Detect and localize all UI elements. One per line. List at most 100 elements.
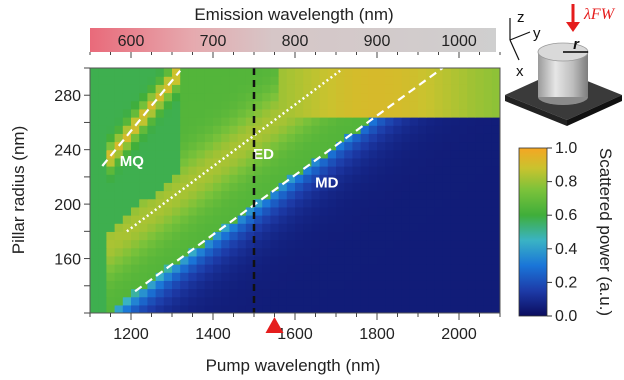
heatmap-cell-4-10: [172, 272, 181, 281]
heatmap-cell-16-45: [459, 174, 468, 183]
heatmap-cell-11-9: [163, 215, 173, 224]
heatmap-cell-24-7: [147, 108, 157, 118]
heatmap-cell-4-3: [114, 272, 124, 281]
heatmap-cell-15-3: [114, 182, 124, 192]
heatmap-cell-20-5: [131, 141, 140, 151]
heatmap-cell-26-2: [106, 92, 116, 102]
heatmap-cell-17-47: [475, 166, 485, 175]
heatmap-cell-9-11: [180, 231, 189, 241]
heatmap-cell-23-23: [278, 117, 288, 126]
heatmap-cell-20-22: [270, 141, 280, 151]
heatmap-cell-26-5: [131, 92, 140, 102]
heatmap-cell-2-45: [459, 288, 468, 298]
heatmap-cell-8-12: [188, 239, 198, 249]
heatmap-cell-27-16: [221, 84, 230, 94]
heatmap-cell-25-16: [221, 100, 230, 110]
colorbar-label: Scattered power (a.u.): [596, 148, 615, 316]
heatmap-cell-16-24: [286, 174, 296, 183]
heatmap-cell-6-28: [319, 255, 329, 265]
heatmap-cell-0-4: [122, 304, 132, 313]
heatmap-cell-28-36: [385, 76, 394, 85]
heatmap-cell-2-44: [450, 288, 460, 298]
heatmap-cell-5-1: [98, 264, 107, 273]
heatmap-cell-11-26: [303, 215, 312, 224]
heatmap-cell-14-0: [90, 190, 99, 200]
heatmap-cell-3-17: [229, 280, 239, 290]
heatmap-cell-15-19: [245, 182, 255, 192]
heatmap-cell-19-48: [483, 149, 493, 159]
heatmap-cell-15-23: [278, 182, 288, 192]
heatmap-cell-6-3: [114, 255, 124, 265]
heatmap-cell-28-16: [221, 76, 230, 85]
heatmap-cell-15-24: [286, 182, 296, 192]
heatmap-cell-19-28: [319, 149, 329, 159]
heatmap-cell-8-36: [385, 239, 394, 249]
heatmap-cell-11-4: [122, 215, 132, 224]
heatmap-cell-15-12: [188, 182, 198, 192]
heatmap-cell-13-15: [213, 198, 222, 208]
heatmap-cell-5-11: [180, 264, 189, 273]
heatmap-cell-5-6: [139, 264, 148, 273]
heatmap-cell-17-16: [221, 166, 230, 175]
heatmap-cell-17-48: [483, 166, 493, 175]
heatmap-cell-19-10: [172, 149, 181, 159]
heatmap-cell-17-12: [188, 166, 198, 175]
heatmap-cell-22-41: [426, 125, 435, 134]
heatmap-cell-9-1: [98, 231, 107, 241]
heatmap-cell-13-20: [254, 198, 263, 208]
heatmap-cell-4-33: [360, 272, 370, 281]
heatmap-cell-13-48: [483, 198, 493, 208]
heatmap-cell-0-28: [319, 304, 329, 313]
heatmap-cell-26-41: [426, 92, 435, 102]
heatmap-cell-22-34: [368, 125, 378, 134]
heatmap-cell-24-19: [245, 108, 255, 118]
heatmap-cell-20-44: [450, 141, 460, 151]
heatmap-cell-14-35: [377, 190, 386, 200]
heatmap-cell-4-40: [418, 272, 427, 281]
heatmap-cell-9-39: [409, 231, 419, 241]
heatmap-cell-14-5: [131, 190, 140, 200]
heatmap-cell-14-19: [245, 190, 255, 200]
heatmap-cell-15-8: [155, 182, 165, 192]
heatmap-cell-27-12: [188, 84, 198, 94]
heatmap-cell-12-26: [303, 206, 312, 216]
heatmap-cell-4-16: [221, 272, 230, 281]
heatmap-cell-10-20: [254, 223, 263, 232]
heatmap-cell-9-15: [213, 231, 222, 241]
heatmap-cell-9-0: [90, 231, 99, 241]
heatmap-cell-13-44: [450, 198, 460, 208]
heatmap-cell-22-9: [163, 125, 173, 134]
heatmap-cell-26-37: [393, 92, 403, 102]
heatmap-cell-19-14: [204, 149, 214, 159]
heatmap-cell-18-7: [147, 157, 157, 167]
heatmap-cell-24-12: [188, 108, 198, 118]
heatmap-cell-23-18: [237, 117, 247, 126]
heatmap-cell-18-11: [180, 157, 189, 167]
heatmap-cell-16-36: [385, 174, 394, 183]
heatmap: [90, 68, 500, 313]
heatmap-cell-12-49: [491, 206, 500, 216]
heatmap-cell-6-14: [204, 255, 214, 265]
heatmap-cell-22-19: [245, 125, 255, 134]
heatmap-cell-0-49: [491, 304, 500, 313]
heatmap-cell-20-1: [98, 141, 107, 151]
heatmap-cell-7-34: [368, 247, 378, 257]
heatmap-cell-20-21: [262, 141, 271, 151]
heatmap-cell-8-28: [319, 239, 329, 249]
heatmap-cell-0-36: [385, 304, 394, 313]
heatmap-cell-14-44: [450, 190, 460, 200]
heatmap-cell-24-41: [426, 108, 435, 118]
heatmap-cell-19-46: [467, 149, 476, 159]
heatmap-cell-6-19: [245, 255, 255, 265]
heatmap-cell-13-27: [311, 198, 321, 208]
heatmap-cell-14-49: [491, 190, 500, 200]
heatmap-cell-3-36: [385, 280, 394, 290]
mode-label-md: MD: [315, 175, 338, 192]
heatmap-cell-27-42: [434, 84, 444, 94]
heatmap-cell-18-12: [188, 157, 198, 167]
heatmap-cell-1-15: [213, 296, 222, 306]
heatmap-cell-22-13: [196, 125, 206, 134]
heatmap-cell-4-39: [409, 272, 419, 281]
heatmap-cell-4-38: [401, 272, 411, 281]
